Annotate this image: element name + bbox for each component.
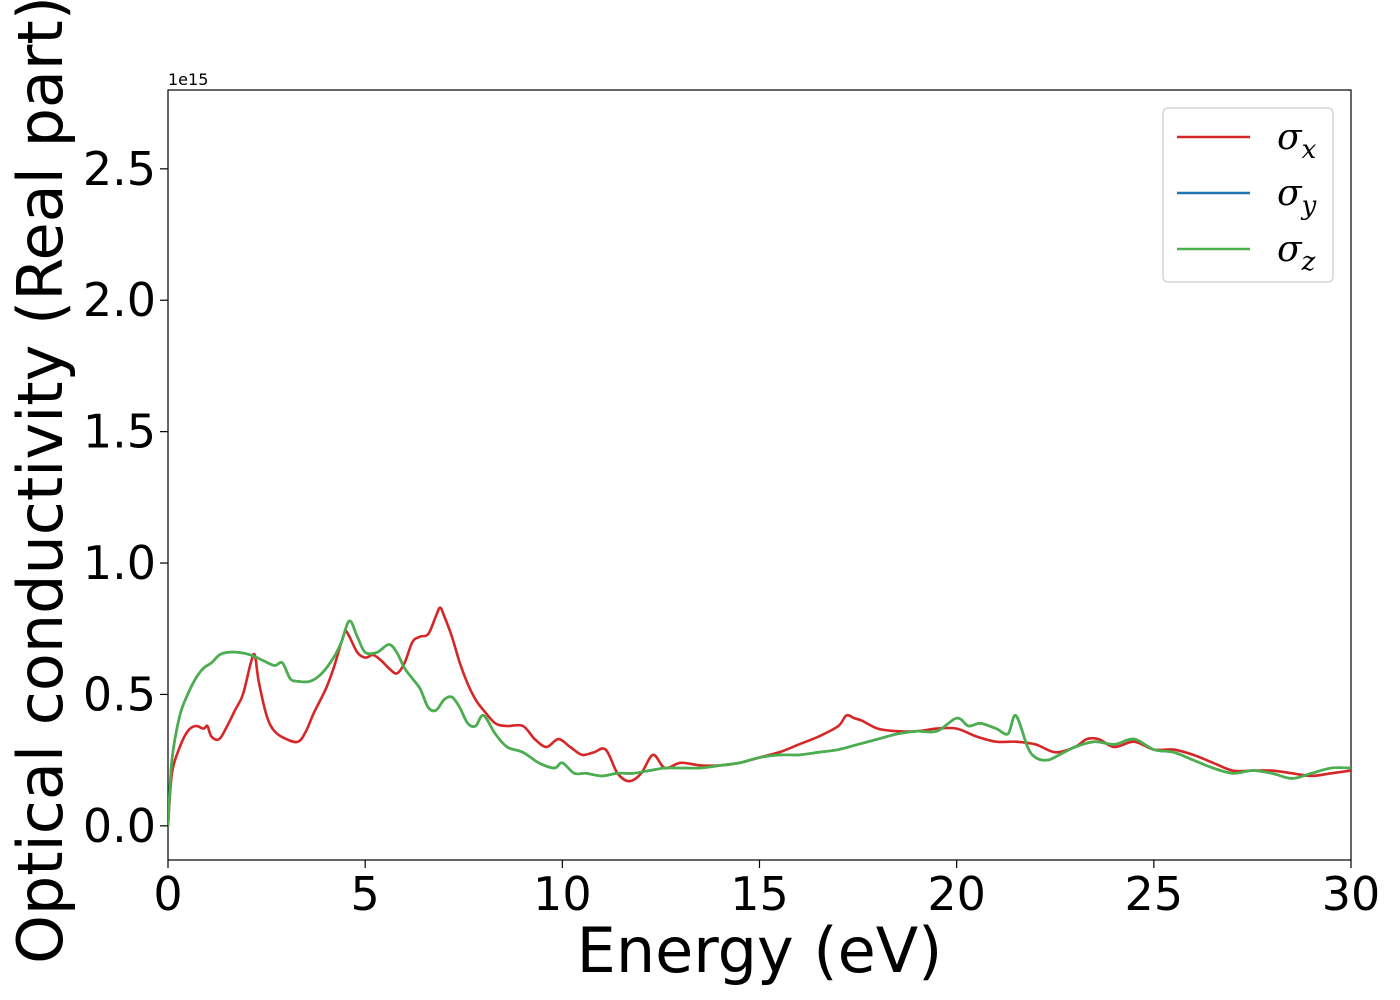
x-tick-label: 0 bbox=[153, 867, 182, 921]
x-tick-label: 30 bbox=[1322, 867, 1381, 921]
y-tick-label: 2.0 bbox=[83, 273, 156, 327]
legend: σx σy σz bbox=[1162, 107, 1334, 283]
series-line-x bbox=[168, 606, 1351, 826]
x-axis: 0 5 10 15 20 25 30 bbox=[153, 860, 1380, 921]
x-tick-label: 10 bbox=[533, 867, 592, 921]
legend-label-x: σx bbox=[1277, 117, 1317, 165]
legend-box bbox=[1162, 107, 1334, 283]
y-axis-title: Optical conductivity (Real part) bbox=[4, 0, 77, 964]
y-tick-label: 1.5 bbox=[83, 405, 156, 459]
y-axis: 0.0 0.5 1.0 1.5 2.0 2.5 bbox=[83, 142, 168, 853]
y-offset-label: 1e15 bbox=[168, 70, 208, 89]
x-tick-label: 15 bbox=[730, 867, 789, 921]
legend-label-z: σz bbox=[1277, 229, 1316, 277]
series-line-y bbox=[168, 619, 1351, 826]
x-axis-title: Energy (eV) bbox=[577, 914, 943, 987]
y-tick-label: 0.5 bbox=[83, 667, 156, 721]
x-tick-label: 5 bbox=[351, 867, 380, 921]
y-tick-label: 2.5 bbox=[83, 142, 156, 196]
x-tick-label: 20 bbox=[927, 867, 986, 921]
legend-label-y: σy bbox=[1277, 173, 1317, 221]
y-tick-label: 1.0 bbox=[83, 536, 156, 590]
series-line-z bbox=[168, 619, 1351, 826]
x-tick-label: 25 bbox=[1125, 867, 1184, 921]
y-tick-label: 0.0 bbox=[83, 799, 156, 853]
series-layer bbox=[168, 606, 1351, 826]
